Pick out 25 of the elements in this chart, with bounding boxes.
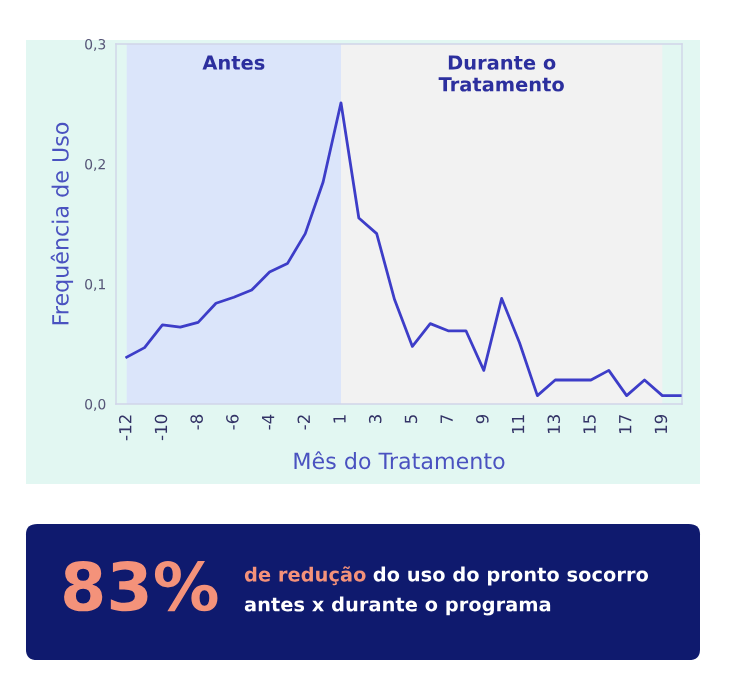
y-axis-title: Frequência de Uso	[50, 122, 74, 325]
x-tick-label: 9	[476, 414, 489, 424]
x-tick-label: -4	[262, 414, 275, 430]
x-tick-label: 1	[333, 415, 346, 423]
text: 83%	[64, 560, 218, 612]
line-series	[125, 101, 682, 397]
x-tick-label: 5	[404, 415, 418, 424]
x-tick-label: 19	[654, 414, 668, 434]
text: de redução	[244, 566, 366, 586]
x-tick-label: 15	[583, 415, 596, 434]
x-tick-label: -6	[226, 414, 239, 430]
x-tick-label: 13	[547, 415, 561, 434]
x-tick-label: 3	[368, 415, 382, 424]
band-label: Durante o Tratamento	[438, 55, 564, 92]
band-label: Antes	[202, 55, 265, 70]
x-tick-label: 11	[511, 415, 525, 434]
text: do uso do pronto socorro	[373, 566, 649, 586]
x-tick-label: -10	[154, 414, 168, 441]
x-tick-label: -8	[190, 414, 203, 430]
x-tick-label: 7	[440, 415, 453, 423]
text: antes x durante o programa	[244, 596, 551, 616]
x-tick-label: -12	[118, 415, 132, 441]
x-axis-title: Mês do Tratamento	[294, 451, 505, 470]
x-tick-label: -2	[297, 415, 310, 430]
x-tick-label: 17	[619, 415, 632, 434]
